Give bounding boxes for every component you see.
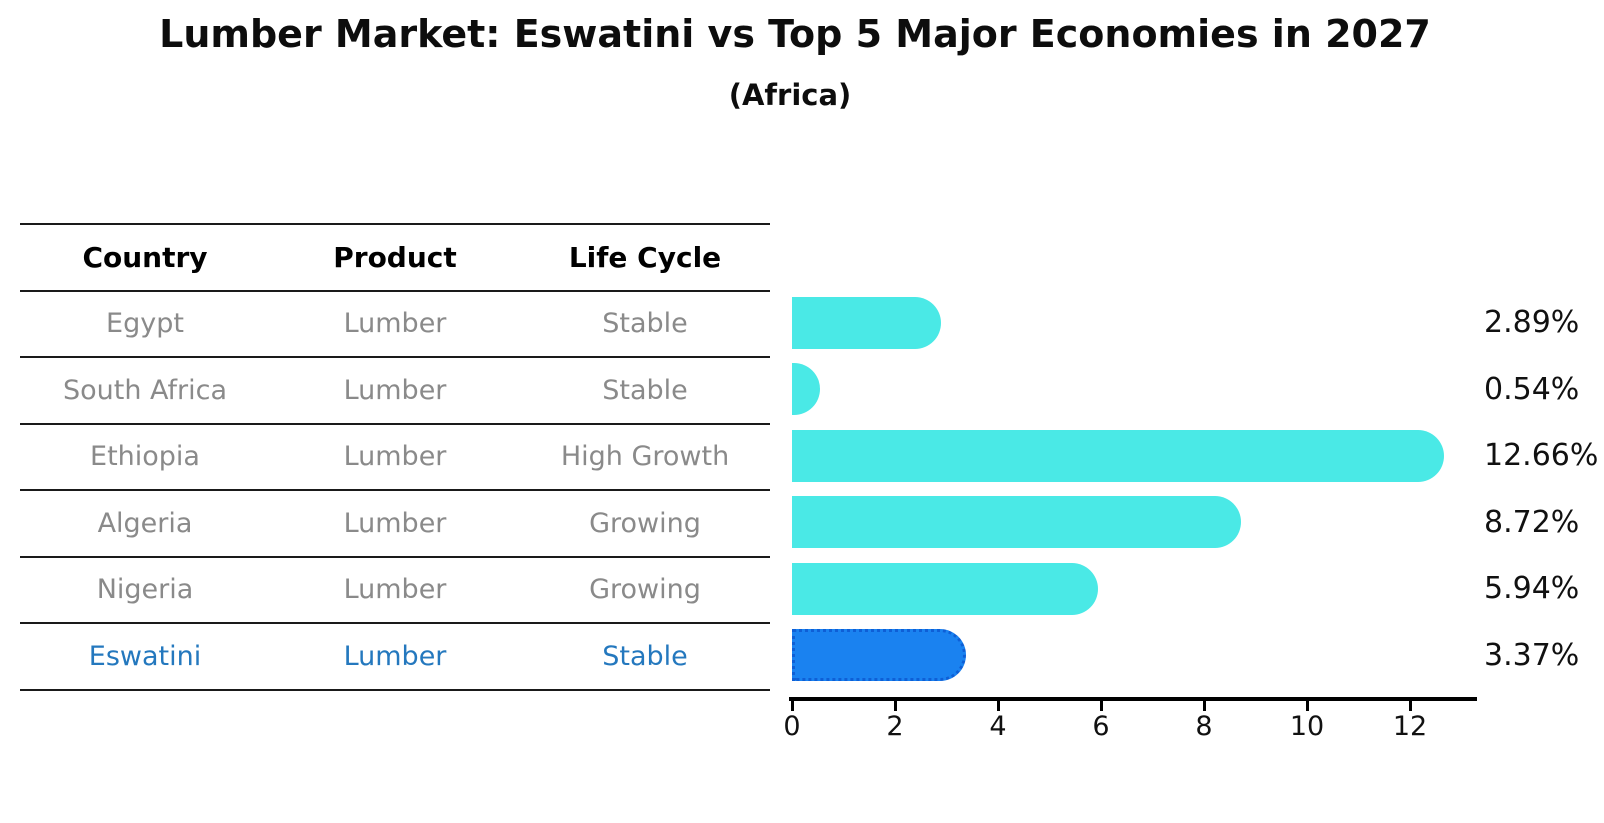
bar-plot-area bbox=[792, 290, 1477, 689]
table-cell-country: Ethiopia bbox=[90, 441, 200, 473]
x-tick-mark bbox=[996, 700, 1000, 711]
table-row: Algeria Lumber Growing bbox=[20, 489, 770, 556]
value-label: 8.72% bbox=[1484, 504, 1580, 540]
table-cell-life-cycle: Growing bbox=[589, 507, 701, 539]
bar-row bbox=[792, 290, 1477, 357]
x-tick-mark bbox=[1099, 700, 1103, 711]
table-cell-life-cycle: Stable bbox=[602, 308, 688, 340]
x-tick-label: 12 bbox=[1392, 711, 1428, 742]
table-row: Egypt Lumber Stable bbox=[20, 289, 770, 357]
table-cell-product: Lumber bbox=[343, 640, 447, 672]
table-cell-country: Nigeria bbox=[96, 574, 194, 606]
table-cell-country: Eswatini bbox=[88, 640, 202, 672]
table-cell-life-cycle: High Growth bbox=[560, 441, 730, 473]
x-tick-mark bbox=[1408, 700, 1412, 711]
table-row: Eswatini Lumber Stable bbox=[20, 622, 770, 689]
bar-row bbox=[792, 489, 1477, 556]
x-tick-mark bbox=[790, 700, 794, 711]
x-tick-label: 6 bbox=[1092, 711, 1110, 742]
table-cell-country: Algeria bbox=[97, 507, 193, 539]
bar-highlight-eswatini bbox=[792, 629, 966, 681]
table-body: Egypt Lumber Stable South Africa Lumber Stabl… bbox=[20, 289, 770, 689]
bar-row bbox=[792, 622, 1477, 689]
table-cell-product: Lumber bbox=[343, 441, 447, 473]
value-label: 5.94% bbox=[1484, 571, 1580, 607]
table-cell-country: Egypt bbox=[106, 308, 184, 340]
table-header-life-cycle: Life Cycle bbox=[568, 240, 722, 274]
table-header-country: Country bbox=[82, 240, 208, 274]
table-cell-life-cycle: Stable bbox=[602, 374, 688, 406]
country-table: Country Product Life Cycle Egypt Lumber St… bbox=[20, 223, 770, 691]
table-row: Ethiopia Lumber High Growth bbox=[20, 422, 770, 490]
bar-row bbox=[792, 423, 1477, 490]
value-label: 2.89% bbox=[1484, 305, 1580, 341]
x-tick-label: 8 bbox=[1195, 711, 1213, 742]
table-cell-country: South Africa bbox=[62, 374, 228, 406]
x-tick-label: 0 bbox=[783, 711, 801, 742]
x-axis-ticks: 0 2 4 6 8 10 12 bbox=[783, 700, 1477, 742]
value-label: 12.66% bbox=[1484, 438, 1599, 474]
x-tick-mark bbox=[893, 700, 897, 711]
table-cell-product: Lumber bbox=[343, 374, 447, 406]
bar bbox=[792, 562, 1098, 615]
table-header-row: Country Product Life Cycle bbox=[20, 223, 770, 290]
x-tick-label: 4 bbox=[989, 711, 1007, 742]
bar bbox=[792, 429, 1445, 482]
table-row: South Africa Lumber Stable bbox=[20, 356, 770, 423]
table-cell-product: Lumber bbox=[343, 308, 447, 340]
x-tick-mark bbox=[1202, 700, 1206, 711]
value-label: 3.37% bbox=[1484, 637, 1580, 673]
bar-row bbox=[792, 356, 1477, 423]
chart-title: Lumber Market: Eswatini vs Top 5 Major E… bbox=[159, 12, 1431, 56]
bar-row bbox=[792, 556, 1477, 623]
table-cell-life-cycle: Growing bbox=[589, 574, 701, 606]
x-tick-label: 10 bbox=[1289, 711, 1325, 742]
x-tick-label: 2 bbox=[886, 711, 904, 742]
bar bbox=[792, 296, 941, 349]
table-cell-product: Lumber bbox=[343, 507, 447, 539]
x-axis-line bbox=[789, 697, 1477, 701]
bar bbox=[792, 496, 1242, 548]
bar bbox=[792, 363, 820, 415]
value-label: 0.54% bbox=[1484, 371, 1580, 407]
table-cell-life-cycle: Stable bbox=[602, 640, 688, 672]
chart-subtitle: (Africa) bbox=[728, 78, 852, 112]
table-row: Nigeria Lumber Growing bbox=[20, 555, 770, 623]
x-tick-mark bbox=[1305, 700, 1309, 711]
table-header-product: Product bbox=[333, 240, 457, 274]
table-cell-product: Lumber bbox=[343, 574, 447, 606]
